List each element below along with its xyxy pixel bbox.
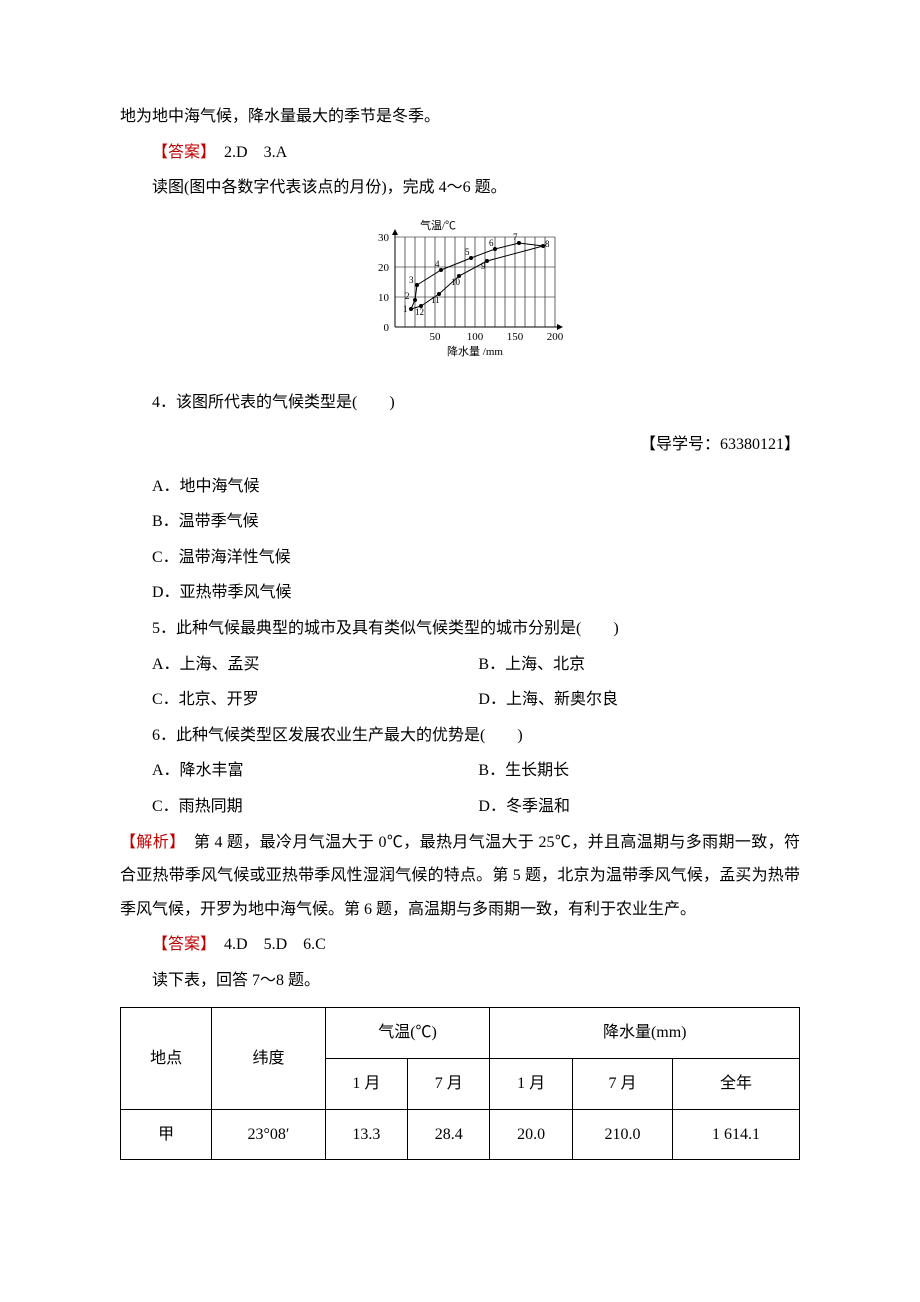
- cell-prec-year: 1 614.1: [673, 1109, 800, 1160]
- table-row: 甲 23°08′ 13.3 28.4 20.0 210.0 1 614.1: [121, 1109, 800, 1160]
- q4-option-a: A．地中海气候: [120, 470, 800, 504]
- question-4-text: 4．该图所代表的气候类型是( ): [120, 386, 800, 420]
- q5-row-1: A．上海、孟买 B．上海、北京: [120, 648, 800, 682]
- y-axis-label: 气温/℃: [420, 218, 456, 232]
- q6-option-d: D．冬季温和: [446, 790, 800, 824]
- header-prec-jan: 1 月: [490, 1059, 572, 1110]
- data-line: [409, 241, 545, 311]
- table-header-row-1: 地点 纬度 气温(℃) 降水量(mm): [121, 1008, 800, 1059]
- header-temp-jul: 7 月: [408, 1059, 490, 1110]
- cell-location: 甲: [121, 1109, 212, 1160]
- y-tick-20: 20: [378, 262, 390, 274]
- explanation-block: 【解析】 第 4 题，最冷月气温大于 0℃，最热月气温大于 25℃，并且高温期与…: [120, 826, 800, 927]
- x-tick-200: 200: [547, 331, 564, 343]
- answer-block-2: 【答案】 4.D 5.D 6.C: [120, 928, 800, 962]
- svg-text:1: 1: [403, 304, 408, 314]
- q5-option-b: B．上海、北京: [446, 648, 800, 682]
- q6-row-1: A．降水丰富 B．生长期长: [120, 754, 800, 788]
- answer-content-2: 4.D 5.D 6.C: [208, 936, 326, 953]
- question-5-text: 5．此种气候最典型的城市及具有类似气候类型的城市分别是( ): [120, 612, 800, 646]
- climate-data-table: 地点 纬度 气温(℃) 降水量(mm) 1 月 7 月 1 月 7 月 全年 甲…: [120, 1007, 800, 1160]
- svg-text:2: 2: [405, 291, 410, 301]
- climate-chart: 气温/℃ 0 10: [345, 217, 575, 362]
- guide-number: 【导学号：63380121】: [120, 428, 800, 462]
- answer-block-1: 【答案】 2.D 3.A: [120, 136, 800, 170]
- answer-content-1: 2.D 3.A: [208, 144, 287, 161]
- cell-prec-jul: 210.0: [572, 1109, 672, 1160]
- q5-option-d: D．上海、新奥尔良: [446, 683, 800, 717]
- q5-row-2: C．北京、开罗 D．上海、新奥尔良: [120, 683, 800, 717]
- intro-continuation: 地为地中海气候，降水量最大的季节是冬季。: [120, 100, 800, 134]
- x-tick-50: 50: [430, 331, 442, 343]
- header-precipitation: 降水量(mm): [490, 1008, 800, 1059]
- q6-row-2: C．雨热同期 D．冬季温和: [120, 790, 800, 824]
- cell-temp-jul: 28.4: [408, 1109, 490, 1160]
- header-latitude: 纬度: [212, 1008, 325, 1109]
- explanation-content: 第 4 题，最冷月气温大于 0℃，最热月气温大于 25℃，并且高温期与多雨期一致…: [120, 834, 800, 918]
- question-6-text: 6．此种气候类型区发展农业生产最大的优势是( ): [120, 719, 800, 753]
- q4-option-b: B．温带季气候: [120, 505, 800, 539]
- q4-option-d: D．亚热带季风气候: [120, 576, 800, 610]
- answer-label-2: 【答案】: [152, 936, 208, 953]
- svg-text:10: 10: [451, 277, 461, 287]
- data-table-wrapper: 地点 纬度 气温(℃) 降水量(mm) 1 月 7 月 1 月 7 月 全年 甲…: [120, 1007, 800, 1160]
- q6-option-c: C．雨热同期: [120, 790, 446, 824]
- svg-text:12: 12: [415, 307, 424, 317]
- header-temperature: 气温(℃): [325, 1008, 490, 1059]
- header-prec-year: 全年: [673, 1059, 800, 1110]
- y-tick-0: 0: [384, 322, 390, 334]
- table-intro: 读下表，回答 7～8 题。: [120, 964, 800, 998]
- q5-option-c: C．北京、开罗: [120, 683, 446, 717]
- header-temp-jan: 1 月: [325, 1059, 407, 1110]
- cell-latitude: 23°08′: [212, 1109, 325, 1160]
- x-tick-150: 150: [507, 331, 524, 343]
- q5-option-a: A．上海、孟买: [120, 648, 446, 682]
- chart-intro: 读图(图中各数字代表该点的月份)，完成 4～6 题。: [120, 171, 800, 205]
- x-axis-label: 降水量 /mm: [447, 344, 503, 358]
- q6-option-b: B．生长期长: [446, 754, 800, 788]
- svg-text:8: 8: [545, 239, 550, 249]
- svg-text:9: 9: [481, 261, 486, 271]
- svg-text:3: 3: [409, 275, 414, 285]
- q4-option-c: C．温带海洋性气候: [120, 541, 800, 575]
- cell-prec-jan: 20.0: [490, 1109, 572, 1160]
- svg-text:5: 5: [465, 247, 470, 257]
- answer-label-1: 【答案】: [152, 144, 208, 161]
- svg-text:6: 6: [489, 238, 494, 248]
- svg-text:11: 11: [431, 295, 440, 305]
- explanation-label: 【解析】: [120, 834, 177, 851]
- q6-option-a: A．降水丰富: [120, 754, 446, 788]
- chart-wrapper: 气温/℃ 0 10: [120, 217, 800, 375]
- y-tick-30: 30: [378, 232, 390, 244]
- svg-text:4: 4: [435, 259, 440, 269]
- cell-temp-jan: 13.3: [325, 1109, 407, 1160]
- header-prec-jul: 7 月: [572, 1059, 672, 1110]
- header-location: 地点: [121, 1008, 212, 1109]
- x-tick-100: 100: [467, 331, 484, 343]
- y-tick-10: 10: [378, 292, 390, 304]
- svg-text:7: 7: [513, 232, 518, 242]
